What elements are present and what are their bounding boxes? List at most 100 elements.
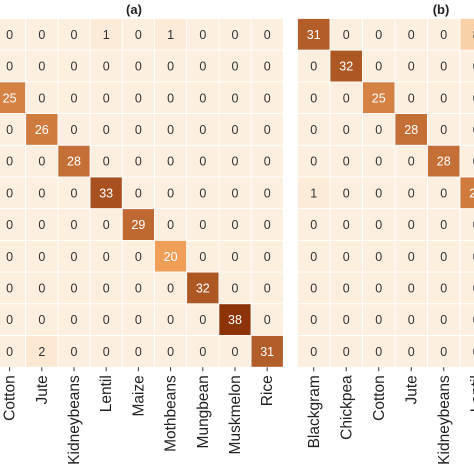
cell-value-a-r6-c7: 0 (232, 218, 239, 232)
cell-value-a-r4-c4: 0 (135, 155, 142, 169)
x-tick-label-b-3: Jute (403, 375, 420, 404)
heatmap-cell-b-r8-c0 (297, 271, 331, 305)
heatmap-cell-a-r0-c6 (186, 18, 220, 51)
cell-value-a-r2-c2: 0 (71, 91, 78, 105)
heatmap-cell-b-r7-c1 (329, 239, 363, 273)
heatmap-cell-b-r9-c4 (427, 303, 461, 336)
cell-value-a-r10-c1: 2 (38, 345, 45, 359)
cell-value-a-r8-c6: 32 (196, 281, 210, 295)
cell-value-a-r2-c4: 0 (135, 91, 142, 105)
cell-value-a-r7-c3: 0 (103, 250, 110, 264)
heatmap-cell-a-r9-c2 (57, 303, 91, 336)
heatmap-cell-b-r3-c1 (329, 113, 363, 146)
cell-value-b-r9-c0: 0 (310, 313, 317, 327)
heatmap-cell-b-r10-c2 (362, 335, 396, 368)
cell-value-b-r10-c0: 0 (310, 345, 317, 359)
cell-value-a-r5-c8: 0 (264, 186, 271, 200)
cell-value-b-r4-c2: 0 (375, 155, 382, 169)
cell-value-b-r10-c1: 0 (343, 345, 350, 359)
cell-value-b-r1-c3: 0 (408, 60, 415, 74)
cell-value-a-r8-c0: 0 (6, 281, 13, 295)
heatmap-cell-a-r4-c8 (250, 144, 284, 178)
heatmap-cell-a-r2-c1 (25, 81, 59, 115)
x-tick-label-b-0: Blackgram (306, 375, 323, 448)
cell-value-b-r6-c4: 0 (440, 218, 447, 232)
heatmap-cell-a-r0-c3 (89, 18, 123, 51)
cell-value-a-r10-c2: 0 (71, 345, 78, 359)
cell-value-b-r3-c4: 0 (440, 123, 447, 137)
heatmap-cell-a-r0-c4 (121, 18, 155, 51)
cell-value-b-r0-c0: 31 (307, 28, 321, 42)
heatmap-cell-a-r6-c8 (250, 208, 284, 241)
heatmap-cell-b-r3-c0 (297, 113, 331, 146)
heatmap-cell-a-r2-c6 (186, 81, 220, 115)
heatmap-cell-a-r1-c0 (0, 49, 27, 83)
cell-value-a-r1-c2: 0 (71, 60, 78, 74)
cell-value-b-r10-c4: 0 (440, 345, 447, 359)
cell-value-b-r0-c5: 8 (473, 28, 474, 42)
heatmap-cell-a-r1-c8 (250, 49, 284, 83)
cell-value-b-r8-c5: 0 (473, 281, 474, 295)
cell-value-a-r1-c6: 0 (199, 60, 206, 74)
heatmap-cell-b-r9-c0 (297, 303, 331, 336)
heatmap-cell-b-r10-c5 (459, 335, 474, 368)
cell-value-a-r0-c0: 0 (6, 28, 13, 42)
heatmap-cell-a-r7-c6 (186, 239, 220, 273)
heatmap-cell-a-r5-c3 (89, 176, 123, 210)
x-tick-label-a-8: Rice (259, 375, 276, 406)
cell-value-a-r1-c4: 0 (135, 60, 142, 74)
heatmap-cell-b-r10-c4 (427, 335, 461, 368)
x-tick-label-b-5: Lentil (468, 375, 474, 412)
cell-value-b-r3-c5: 0 (473, 123, 474, 137)
cell-value-a-r7-c5: 20 (164, 250, 178, 264)
cell-value-a-r5-c0: 0 (6, 186, 13, 200)
cell-value-a-r9-c0: 0 (6, 313, 13, 327)
cell-value-a-r0-c1: 0 (38, 28, 45, 42)
heatmap-cell-a-r7-c4 (121, 239, 155, 273)
cell-value-a-r1-c8: 0 (264, 60, 271, 74)
heatmap-cell-b-r5-c5 (459, 176, 474, 210)
cell-value-b-r0-c1: 0 (343, 28, 350, 42)
cell-value-b-r10-c5: 0 (473, 345, 474, 359)
heatmap-cell-b-r7-c5 (459, 239, 474, 273)
heatmap-cell-a-r5-c7 (218, 176, 252, 210)
cell-value-a-r0-c7: 0 (232, 28, 239, 42)
cell-value-b-r4-c1: 0 (343, 155, 350, 169)
cell-value-b-r7-c0: 0 (310, 250, 317, 264)
cell-value-a-r2-c1: 0 (38, 91, 45, 105)
cell-value-a-r9-c7: 38 (228, 313, 242, 327)
cell-value-b-r7-c4: 0 (440, 250, 447, 264)
cell-value-a-r6-c8: 0 (264, 218, 271, 232)
cell-value-a-r9-c8: 0 (264, 313, 271, 327)
cell-value-a-r9-c5: 0 (167, 313, 174, 327)
heatmap-cell-a-r9-c8 (250, 303, 284, 336)
heatmap-cell-b-r1-c1 (329, 49, 363, 83)
cell-value-b-r5-c4: 0 (440, 186, 447, 200)
cell-value-a-r10-c4: 0 (135, 345, 142, 359)
cell-value-b-r0-c4: 0 (440, 28, 447, 42)
heatmap-cell-a-r0-c8 (250, 18, 284, 51)
heatmap-cell-b-r4-c1 (329, 144, 363, 178)
heatmap-cell-b-r3-c2 (362, 113, 396, 146)
heatmap-cell-a-r7-c1 (25, 239, 59, 273)
cell-value-a-r4-c2: 28 (67, 155, 81, 169)
heatmap-cell-a-r10-c1 (25, 335, 59, 368)
cell-value-a-r3-c0: 0 (6, 123, 13, 137)
heatmap-cell-b-r5-c3 (394, 176, 428, 210)
cell-value-a-r4-c6: 0 (199, 155, 206, 169)
cell-value-b-r9-c1: 0 (343, 313, 350, 327)
cell-value-a-r2-c5: 0 (167, 91, 174, 105)
cell-value-a-r6-c0: 0 (6, 218, 13, 232)
heatmap-cell-b-r0-c2 (362, 18, 396, 51)
cell-value-b-r1-c1: 32 (339, 60, 353, 74)
x-tick-label-b-2: Cotton (371, 375, 388, 421)
cell-value-a-r6-c4: 29 (131, 218, 145, 232)
cell-value-a-r10-c8: 31 (260, 345, 274, 359)
heatmap-cell-b-r0-c5 (459, 18, 474, 51)
heatmap-cell-a-r3-c2 (57, 113, 91, 146)
cell-value-b-r2-c3: 0 (408, 91, 415, 105)
cell-value-b-r9-c5: 0 (473, 313, 474, 327)
heatmap-cell-a-r6-c1 (25, 208, 59, 241)
heatmap-cell-b-r7-c3 (394, 239, 428, 273)
